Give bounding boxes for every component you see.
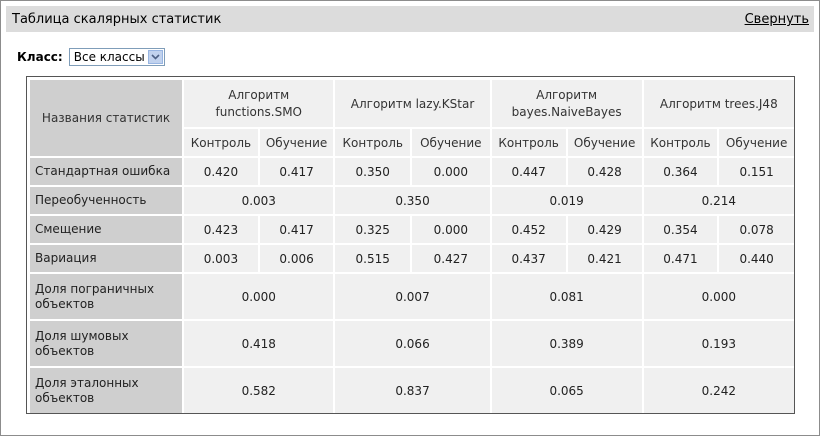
control-subheader: Контроль (184, 129, 258, 156)
control-subheader: Контроль (643, 129, 718, 156)
stat-value-cell: 0.151 (719, 158, 794, 185)
stat-value-cell: 0.000 (412, 158, 490, 185)
stat-value-cell: 0.078 (719, 216, 794, 243)
stats-table-frame: Названия статистик Алгоритм functions.SM… (26, 76, 795, 414)
stat-value-cell: 0.325 (335, 216, 411, 243)
stat-value-cell: 0.006 (259, 245, 334, 272)
table-row: Вариация 0.003 0.006 0.515 0.427 0.437 0.421 0.… (30, 245, 794, 272)
stat-value-cell: 0.214 (643, 187, 794, 214)
stat-value-cell: 0.003 (184, 187, 334, 214)
stat-value-cell: 0.582 (184, 368, 334, 413)
stat-value-cell: 0.007 (335, 274, 490, 319)
training-subheader: Обучение (259, 129, 334, 156)
training-subheader: Обучение (567, 129, 642, 156)
stat-value-cell: 0.242 (643, 368, 794, 413)
table-row: Стандартная ошибка 0.420 0.417 0.350 0.000 0.… (30, 158, 794, 185)
stat-value-cell: 0.440 (719, 245, 794, 272)
table-row: Доля эталонных объектов 0.582 0.837 0.065 0.… (30, 368, 794, 413)
stat-name-cell: Смещение (30, 216, 183, 243)
stat-value-cell: 0.000 (643, 274, 794, 319)
chevron-down-icon (151, 54, 160, 60)
stat-name-cell: Доля шумовых объектов (30, 321, 183, 366)
table-row: Смещение 0.423 0.417 0.325 0.000 0.452 0.429 0.… (30, 216, 794, 243)
panel-header: Таблица скалярных статистик Свернуть (6, 6, 814, 32)
stat-value-cell: 0.423 (184, 216, 258, 243)
stat-value-cell: 0.417 (259, 216, 334, 243)
training-subheader: Обучение (719, 129, 794, 156)
class-filter: Класс: Все классы (17, 46, 165, 68)
stat-value-cell: 0.420 (184, 158, 258, 185)
stat-name-cell: Доля эталонных объектов (30, 368, 183, 413)
stat-value-cell: 0.003 (184, 245, 258, 272)
class-select[interactable]: Все классы (68, 48, 165, 66)
stat-name-cell: Стандартная ошибка (30, 158, 183, 185)
stat-value-cell: 0.447 (491, 158, 566, 185)
control-subheader: Контроль (335, 129, 411, 156)
table-row: Доля пограничных объектов 0.000 0.007 0.081… (30, 274, 794, 319)
stat-value-cell: 0.471 (643, 245, 718, 272)
table-row: Доля шумовых объектов 0.418 0.066 0.389 0.19… (30, 321, 794, 366)
stat-value-cell: 0.417 (259, 158, 334, 185)
class-select-value: Все классы (73, 50, 145, 64)
stat-value-cell: 0.364 (643, 158, 718, 185)
stat-value-cell: 0.350 (335, 187, 490, 214)
stat-value-cell: 0.081 (491, 274, 642, 319)
stat-value-cell: 0.019 (491, 187, 642, 214)
panel-title: Таблица скалярных статистик (12, 12, 222, 27)
stat-value-cell: 0.350 (335, 158, 411, 185)
stat-value-cell: 0.418 (184, 321, 334, 366)
stat-name-header: Названия статистик (30, 80, 183, 156)
stat-value-cell: 0.428 (567, 158, 642, 185)
stat-value-cell: 0.515 (335, 245, 411, 272)
stat-name-cell: Доля пограничных объектов (30, 274, 183, 319)
stat-value-cell: 0.427 (412, 245, 490, 272)
stat-value-cell: 0.421 (567, 245, 642, 272)
stat-value-cell: 0.837 (335, 368, 490, 413)
stat-name-cell: Переобученность (30, 187, 183, 214)
stat-value-cell: 0.429 (567, 216, 642, 243)
table-row: Переобученность 0.003 0.350 0.019 0.214 (30, 187, 794, 214)
stat-value-cell: 0.437 (491, 245, 566, 272)
stat-value-cell: 0.065 (491, 368, 642, 413)
stats-table: Названия статистик Алгоритм functions.SM… (28, 78, 796, 415)
stat-value-cell: 0.354 (643, 216, 718, 243)
class-filter-label: Класс: (17, 50, 63, 64)
stat-value-cell: 0.000 (184, 274, 334, 319)
control-subheader: Контроль (491, 129, 566, 156)
stat-value-cell: 0.452 (491, 216, 566, 243)
dropdown-arrow-button[interactable] (147, 50, 163, 64)
stat-value-cell: 0.066 (335, 321, 490, 366)
algorithm-header: Алгоритм lazy.KStar (335, 80, 490, 127)
training-subheader: Обучение (412, 129, 490, 156)
algorithm-header: Алгоритм bayes.NaiveBayes (491, 80, 642, 127)
stat-value-cell: 0.389 (491, 321, 642, 366)
stat-name-cell: Вариация (30, 245, 183, 272)
stat-value-cell: 0.000 (412, 216, 490, 243)
algorithm-header: Алгоритм functions.SMO (184, 80, 334, 127)
algorithm-header: Алгоритм trees.J48 (643, 80, 794, 127)
stat-value-cell: 0.193 (643, 321, 794, 366)
collapse-link[interactable]: Свернуть (744, 12, 809, 27)
